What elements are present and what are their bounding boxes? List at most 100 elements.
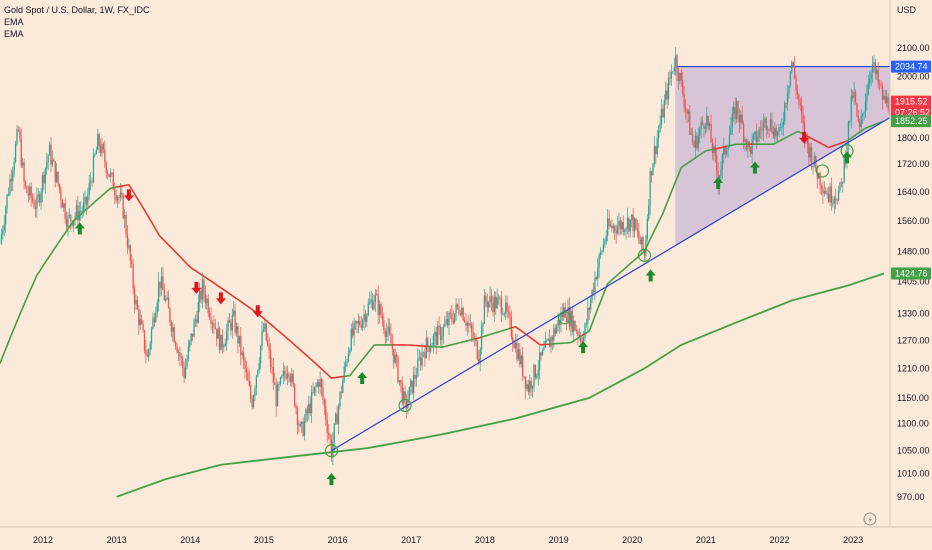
candle bbox=[98, 132, 100, 153]
candle bbox=[533, 363, 535, 393]
candle bbox=[616, 216, 619, 236]
ema-fast-line[interactable] bbox=[474, 336, 482, 340]
candle bbox=[17, 126, 20, 132]
candle bbox=[863, 111, 865, 121]
candle bbox=[235, 322, 238, 337]
y-tick-label: 1330.00 bbox=[897, 309, 930, 319]
candle bbox=[456, 303, 459, 310]
candle bbox=[587, 297, 589, 332]
candle bbox=[584, 322, 586, 342]
ema-fast-line[interactable] bbox=[713, 145, 727, 150]
candle bbox=[859, 118, 861, 132]
candle bbox=[13, 157, 15, 178]
candle bbox=[121, 184, 123, 200]
candle bbox=[350, 323, 352, 352]
candle bbox=[674, 47, 677, 76]
candle bbox=[357, 313, 360, 334]
candle bbox=[585, 318, 588, 328]
ema-fast-line[interactable] bbox=[804, 134, 848, 149]
candle bbox=[691, 127, 694, 146]
candle bbox=[101, 137, 103, 158]
candle bbox=[194, 314, 197, 327]
candle bbox=[291, 367, 293, 388]
candle bbox=[383, 312, 385, 334]
ema-fast-line[interactable] bbox=[511, 325, 550, 346]
candle bbox=[63, 202, 65, 212]
candle bbox=[687, 108, 690, 123]
candle bbox=[667, 72, 670, 105]
candle bbox=[505, 295, 507, 320]
candle bbox=[177, 348, 180, 362]
ema-fast-line[interactable] bbox=[481, 327, 512, 338]
ema-fast-line[interactable] bbox=[726, 143, 748, 148]
candle bbox=[65, 211, 68, 232]
tradingview-logo-icon[interactable] bbox=[863, 512, 877, 526]
ema-fast-line[interactable] bbox=[427, 338, 475, 349]
candle bbox=[296, 405, 299, 435]
ema-fast-line[interactable] bbox=[846, 120, 885, 142]
candle bbox=[466, 320, 469, 336]
resistance-price-tag bbox=[891, 60, 931, 73]
candle bbox=[509, 305, 511, 328]
ema-slow-line[interactable] bbox=[116, 272, 885, 498]
candle bbox=[497, 293, 500, 305]
candle bbox=[592, 282, 595, 296]
candle bbox=[633, 216, 636, 238]
candle bbox=[23, 158, 25, 190]
candle bbox=[333, 423, 335, 451]
arrow-up-icon bbox=[578, 341, 589, 354]
candle bbox=[638, 223, 640, 244]
candle bbox=[833, 195, 835, 214]
ema-fast-line[interactable] bbox=[392, 344, 428, 348]
candle bbox=[636, 219, 639, 238]
candle bbox=[204, 285, 207, 310]
candle bbox=[408, 386, 410, 401]
candle bbox=[327, 424, 330, 440]
candle bbox=[126, 225, 129, 255]
candle bbox=[650, 170, 653, 183]
ema-fast-line[interactable] bbox=[0, 186, 117, 364]
candle bbox=[490, 288, 493, 311]
x-tick-label: 2017 bbox=[401, 535, 421, 545]
candle bbox=[129, 244, 131, 269]
candle bbox=[322, 379, 324, 404]
candle bbox=[30, 182, 32, 207]
candle bbox=[9, 174, 11, 197]
candle bbox=[624, 228, 626, 236]
ema-fast-line[interactable] bbox=[753, 130, 805, 145]
candle bbox=[479, 347, 481, 372]
candle bbox=[503, 312, 505, 318]
touch-circle bbox=[324, 444, 339, 458]
ema-fast-line[interactable] bbox=[115, 183, 345, 379]
candle bbox=[626, 207, 629, 234]
candle bbox=[786, 84, 789, 111]
candle bbox=[94, 152, 96, 158]
candle bbox=[233, 301, 235, 318]
ema-fast-line[interactable] bbox=[581, 333, 586, 337]
ema-fast-line[interactable] bbox=[645, 148, 715, 249]
candle bbox=[488, 300, 490, 313]
candle bbox=[635, 217, 637, 230]
candle bbox=[598, 252, 600, 279]
ema-fast-price-tag-text: 1852.25 bbox=[895, 116, 928, 126]
candle bbox=[34, 199, 37, 218]
ema-fast-line[interactable] bbox=[344, 344, 393, 378]
candle bbox=[397, 355, 399, 384]
candle bbox=[7, 187, 10, 197]
candle bbox=[428, 345, 430, 361]
candle bbox=[798, 93, 800, 109]
candle bbox=[575, 325, 578, 335]
x-tick-label: 2012 bbox=[33, 535, 53, 545]
candle bbox=[388, 318, 391, 336]
ema-fast-line[interactable] bbox=[584, 250, 646, 335]
candle bbox=[864, 92, 867, 118]
ema-fast-line[interactable] bbox=[549, 334, 583, 345]
candle bbox=[812, 165, 814, 175]
candle bbox=[867, 74, 869, 96]
candle bbox=[485, 291, 487, 308]
candle bbox=[547, 338, 549, 341]
candle bbox=[248, 370, 250, 387]
candle bbox=[853, 82, 855, 106]
ascending-trendline[interactable] bbox=[331, 105, 911, 452]
